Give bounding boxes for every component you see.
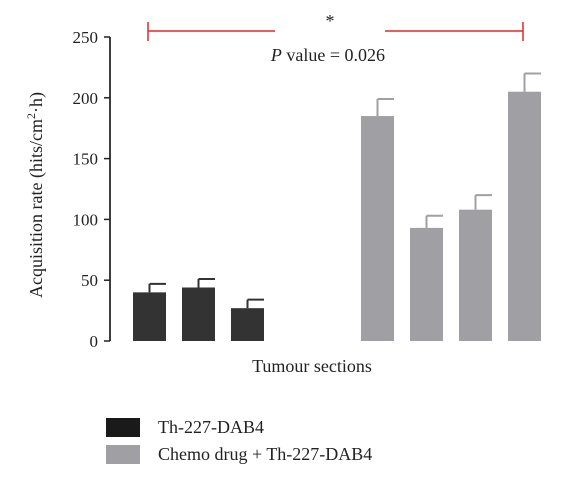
y-tick-label: 100 — [73, 210, 99, 229]
legend-item-th227: Th-227-DAB4 — [106, 414, 372, 441]
legend-label: Th-227-DAB4 — [158, 417, 264, 437]
p-value-label: P value = 0.026 — [270, 45, 385, 65]
legend: Th-227-DAB4 Chemo drug + Th-227-DAB4 — [106, 414, 372, 468]
bar — [133, 292, 166, 341]
bar — [410, 227, 443, 341]
y-tick-label: 200 — [73, 89, 99, 108]
significance-asterisk: * — [326, 11, 335, 31]
legend-swatch-gray — [106, 445, 140, 464]
x-axis-title: Tumour sections — [252, 356, 372, 376]
y-tick-label: 50 — [81, 271, 98, 290]
legend-label: Chemo drug + Th-227-DAB4 — [158, 444, 373, 464]
bar-chart: 0 50 100 150 200 250 Tumour sections Acquisit… — [24, 11, 541, 376]
y-tick-label: 250 — [73, 28, 99, 47]
y-axis-title-sup: 2 — [24, 113, 38, 119]
bar — [231, 308, 264, 341]
y-axis-title-end: ·h) — [26, 92, 47, 113]
significance-bracket — [147, 22, 524, 41]
y-tick-label: 150 — [73, 150, 99, 169]
bars-group — [133, 72, 541, 341]
p-value-text: value = 0.026 — [282, 45, 385, 65]
bar — [361, 116, 394, 341]
legend-item-chemo: Chemo drug + Th-227-DAB4 — [106, 441, 372, 468]
y-axis-title: Acquisition rate (hits/cm2·h) — [24, 92, 47, 298]
bar — [459, 209, 492, 341]
legend-swatch-dark — [106, 418, 140, 437]
y-axis-title-text: Acquisition rate (hits/cm — [26, 119, 47, 298]
bar — [508, 91, 541, 341]
p-italic: P — [270, 45, 282, 65]
y-axis-ticks: 0 50 100 150 200 250 — [73, 28, 110, 351]
bar — [182, 287, 215, 341]
y-tick-label: 0 — [90, 332, 99, 351]
